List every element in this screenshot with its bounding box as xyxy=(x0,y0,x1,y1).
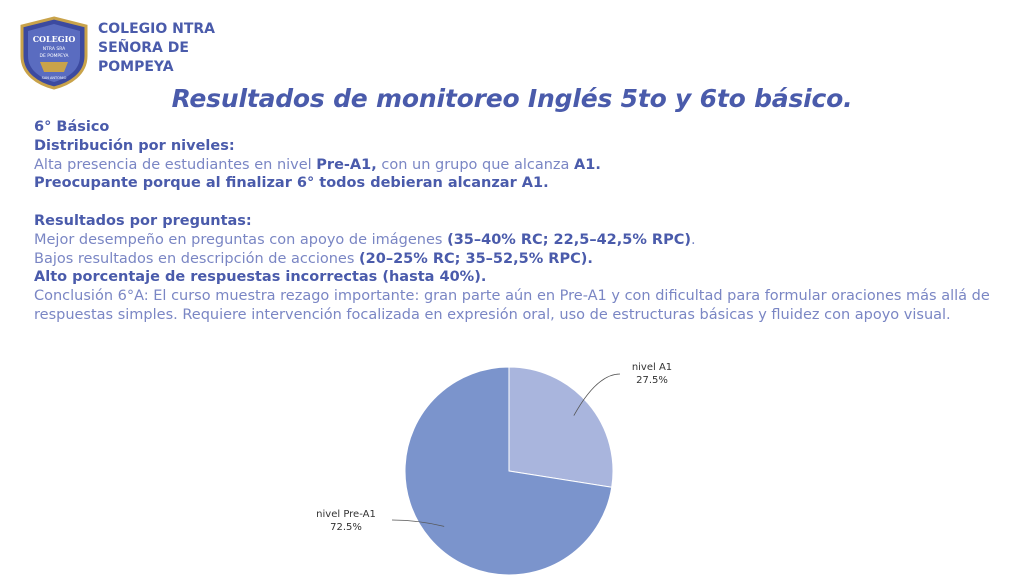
logo-text-3: DE POMPEYA xyxy=(40,53,70,59)
slice-label-0: nivel A1 xyxy=(632,362,672,373)
dist-text-a: Alta presencia de estudiantes en nivel xyxy=(34,156,317,173)
page-title: Resultados de monitoreo Inglés 5to y 6to… xyxy=(171,84,853,113)
dist-text-b: Pre-A1, xyxy=(316,156,377,173)
logo-text-1: COLEGIO xyxy=(33,34,76,44)
results-heading: Resultados por preguntas: xyxy=(34,212,252,229)
res2-text-b: (20–25% RC; 35–52,5% RPC). xyxy=(359,250,593,267)
content-body: 6° Básico Distribución por niveles: Alta… xyxy=(34,118,994,325)
res1-text-b: (35–40% RC; 22,5–42,5% RPC) xyxy=(447,231,691,248)
res1-text-a: Mejor desempeño en preguntas con apoyo d… xyxy=(34,231,448,248)
distribution-line-1: Alta presencia de estudiantes en nivel P… xyxy=(34,156,994,175)
leader-line-1 xyxy=(391,519,445,527)
slice-value-label-0: 27.5% xyxy=(636,375,668,386)
dist-text-c: con un grupo que alcanza xyxy=(376,156,575,173)
logo-text-4: SAN ANTONIO xyxy=(42,76,67,80)
pie-slice-nivel-a1 xyxy=(508,366,614,488)
pie-chart: nivel A1 27.5% nivel Pre-A1 72.5% xyxy=(316,362,672,576)
logo-text-2: NTRA SRA xyxy=(43,46,66,52)
results-line-2: Bajos resultados en descripción de accio… xyxy=(34,250,994,269)
distribution-line-2: Preocupante porque al finalizar 6° todos… xyxy=(34,175,549,192)
slice-label-1: nivel Pre-A1 xyxy=(316,509,376,520)
school-name: COLEGIO NTRA SEÑORA DE POMPEYA xyxy=(98,21,216,75)
leader-line-0 xyxy=(573,373,621,416)
pie-slice-nivel-pre-a1 xyxy=(404,366,613,576)
res1-text-c: . xyxy=(690,231,696,248)
res2-text-a: Bajos resultados en descripción de accio… xyxy=(34,250,360,267)
grade-heading: 6° Básico xyxy=(34,119,110,135)
school-logo: COLEGIO NTRA SRA DE POMPEYA SAN ANTONIO xyxy=(18,16,90,90)
results-line-3: Alto porcentaje de respuestas incorrecta… xyxy=(34,269,487,286)
results-line-1: Mejor desempeño en preguntas con apoyo d… xyxy=(34,231,994,250)
distribution-heading: Distribución por niveles: xyxy=(34,137,235,154)
conclusion-text: Conclusión 6°A: El curso muestra rezago … xyxy=(34,288,990,323)
dist-text-d: A1. xyxy=(574,156,601,173)
slice-value-label-1: 72.5% xyxy=(330,522,362,533)
